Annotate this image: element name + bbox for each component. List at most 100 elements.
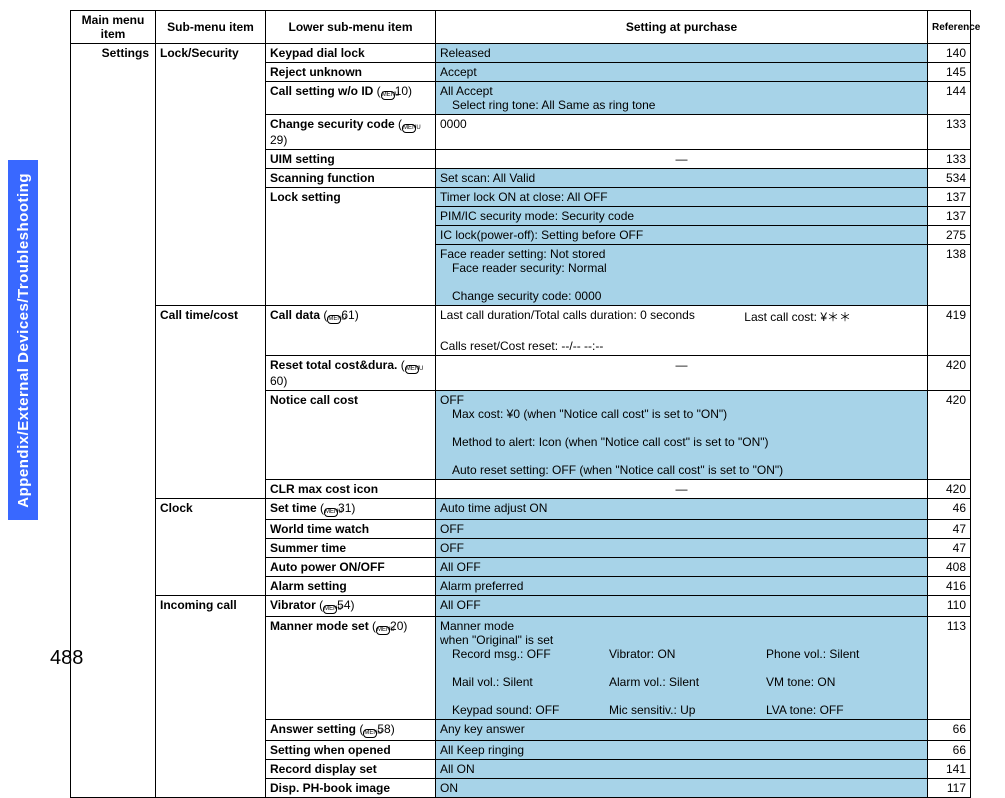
lower-label: Record display set [270, 762, 377, 776]
table-row: Incoming callVibrator (MENU54)All OFF110 [71, 596, 971, 617]
setting-text: All OFF [440, 560, 481, 574]
lower-sub-menu-item: Alarm setting [266, 577, 436, 596]
setting-at-purchase: All Keep ringing [436, 741, 928, 760]
reference-page: 47 [928, 539, 971, 558]
setting-at-purchase: All ON [436, 760, 928, 779]
setting-text: Auto reset setting: OFF (when "Notice ca… [440, 463, 923, 477]
setting-text: Change security code: 0000 [440, 289, 923, 303]
setting-text: OFF [440, 393, 464, 407]
sub-menu-item: Incoming call [156, 596, 266, 798]
settings-table: Main menu item Sub-menu item Lower sub-m… [70, 10, 971, 798]
lower-label: Disp. PH-book image [270, 781, 390, 795]
page-number: 488 [50, 647, 83, 670]
reference-page: 141 [928, 760, 971, 779]
main-menu-item: Settings [71, 44, 156, 798]
menu-icon: MENU [405, 365, 419, 374]
lower-sub-menu-item: Reject unknown [266, 63, 436, 82]
reference-page: 408 [928, 558, 971, 577]
setting-at-purchase: Any key answer [436, 720, 928, 741]
setting-text: Keypad sound: OFF [452, 703, 609, 717]
setting-row: Last call duration/Total calls duration:… [440, 308, 923, 325]
sub-menu-item: Call time/cost [156, 306, 266, 499]
setting-text: Phone vol.: Silent [766, 647, 923, 661]
lower-label: Vibrator [270, 598, 316, 612]
lower-sub-menu-item: CLR max cost icon [266, 480, 436, 499]
setting-text: ON [440, 781, 458, 795]
lower-label: Change security code [270, 117, 395, 131]
setting-text: All Accept [440, 84, 493, 98]
sub-menu-item: Clock [156, 499, 266, 596]
menu-icon: MENU [327, 315, 341, 324]
header-main: Main menu item [71, 11, 156, 44]
setting-text: 0000 [440, 117, 467, 131]
lower-label: Lock setting [270, 190, 341, 204]
lower-label: Setting when opened [270, 743, 391, 757]
setting-at-purchase: Released [436, 44, 928, 63]
reference-page: 420 [928, 356, 971, 391]
sidebar-label: Appendix/External Devices/Troubleshootin… [15, 173, 32, 508]
setting-text: — [676, 482, 688, 496]
lower-sub-menu-item: Scanning function [266, 169, 436, 188]
reference-page: 46 [928, 499, 971, 520]
sidebar-tab: Appendix/External Devices/Troubleshootin… [8, 160, 38, 520]
reference-page: 47 [928, 520, 971, 539]
reference-page: 416 [928, 577, 971, 596]
lower-label: World time watch [270, 522, 369, 536]
setting-row: Mail vol.: SilentAlarm vol.: SilentVM to… [440, 675, 923, 689]
lower-sub-menu-item: UIM setting [266, 150, 436, 169]
lower-label: Notice call cost [270, 393, 358, 407]
lower-label: UIM setting [270, 152, 335, 166]
setting-at-purchase: PIM/IC security mode: Security code [436, 207, 928, 226]
setting-text: All Keep ringing [440, 743, 524, 757]
setting-at-purchase: ON [436, 779, 928, 798]
table-row: ClockSet time (MENU31)Auto time adjust O… [71, 499, 971, 520]
setting-text: Auto time adjust ON [440, 501, 547, 515]
lower-sub-menu-item: Call setting w/o ID (MENU10) [266, 82, 436, 115]
lower-sub-menu-item: World time watch [266, 520, 436, 539]
setting-text: Accept [440, 65, 477, 79]
setting-text: OFF [440, 522, 464, 536]
reference-page: 133 [928, 150, 971, 169]
lower-sub-menu-item: Record display set [266, 760, 436, 779]
lower-sub-menu-item: Keypad dial lock [266, 44, 436, 63]
setting-at-purchase: Face reader setting: Not storedFace read… [436, 245, 928, 306]
setting-at-purchase: OFFMax cost: ¥0 (when "Notice call cost"… [436, 391, 928, 480]
header-reference: Reference [928, 11, 971, 44]
reference-page: 275 [928, 226, 971, 245]
setting-text: Manner mode [440, 619, 514, 633]
setting-text: IC lock(power-off): Setting before OFF [440, 228, 643, 242]
setting-row: Record msg.: OFFVibrator: ONPhone vol.: … [440, 647, 923, 661]
menu-icon: MENU [324, 508, 338, 517]
setting-text: Face reader security: Normal [440, 261, 923, 275]
setting-text: when "Original" is set [440, 633, 553, 647]
lower-label: Set time [270, 501, 317, 515]
lower-sub-menu-item: Setting when opened [266, 741, 436, 760]
setting-at-purchase: Alarm preferred [436, 577, 928, 596]
setting-text: Method to alert: Icon (when "Notice call… [440, 435, 923, 449]
header-sub: Sub-menu item [156, 11, 266, 44]
setting-text: Last call cost: ¥＊＊ [744, 308, 923, 325]
reference-page: 534 [928, 169, 971, 188]
lower-label: Summer time [270, 541, 346, 555]
lower-label: Manner mode set [270, 619, 369, 633]
setting-text: Face reader setting: Not stored [440, 247, 605, 261]
setting-text: Max cost: ¥0 (when "Notice call cost" is… [440, 407, 923, 421]
setting-text: Vibrator: ON [609, 647, 766, 661]
setting-at-purchase: All AcceptSelect ring tone: All Same as … [436, 82, 928, 115]
setting-at-purchase: Last call duration/Total calls duration:… [436, 306, 928, 356]
lower-sub-menu-item: Summer time [266, 539, 436, 558]
reference-page: 113 [928, 617, 971, 720]
setting-text: All ON [440, 762, 475, 776]
setting-text: Mic sensitiv.: Up [609, 703, 766, 717]
setting-text: Set scan: All Valid [440, 171, 535, 185]
lower-sub-menu-item: Auto power ON/OFF [266, 558, 436, 577]
lower-label: Auto power ON/OFF [270, 560, 385, 574]
setting-text: VM tone: ON [766, 675, 923, 689]
lower-sub-menu-item: Vibrator (MENU54) [266, 596, 436, 617]
lower-label: Alarm setting [270, 579, 347, 593]
lower-sub-menu-item: Reset total cost&dura. (MENU60) [266, 356, 436, 391]
setting-at-purchase: Accept [436, 63, 928, 82]
setting-at-purchase: All OFF [436, 558, 928, 577]
lower-label: Reset total cost&dura. [270, 358, 397, 372]
setting-at-purchase: OFF [436, 539, 928, 558]
